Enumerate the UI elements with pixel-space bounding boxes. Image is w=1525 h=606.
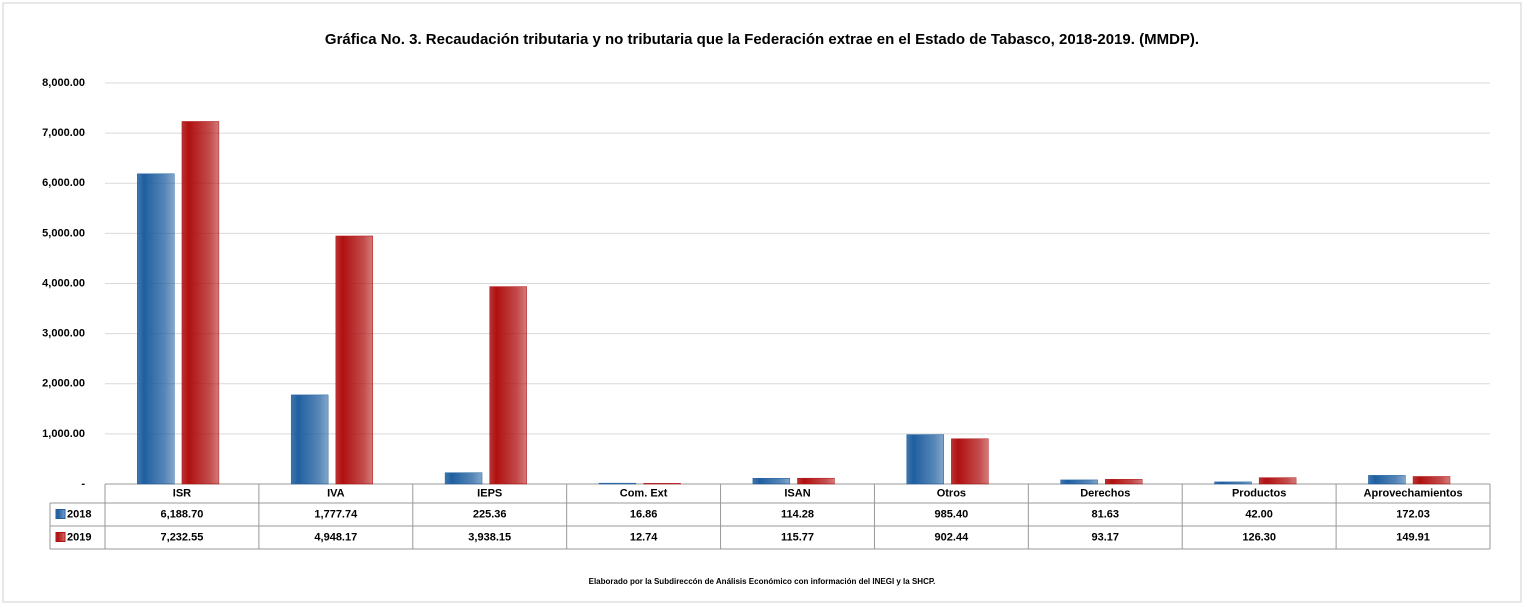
bar — [1368, 475, 1406, 485]
x-tick-label: ISR — [173, 487, 191, 499]
x-tick-label: Com. Ext — [620, 487, 668, 499]
table-value: 4,948.17 — [314, 531, 357, 543]
x-tick-label: Derechos — [1080, 487, 1130, 499]
bar — [797, 477, 835, 485]
x-tick-label: IEPS — [477, 487, 502, 499]
legend-key — [55, 509, 66, 519]
table-value: 7,232.55 — [161, 531, 204, 543]
x-tick-label: Otros — [937, 487, 966, 499]
legend-key — [55, 532, 66, 542]
table-value: 172.03 — [1396, 508, 1430, 520]
bar — [1412, 476, 1451, 485]
legend-label: 2018 — [67, 508, 91, 520]
footnote: Elaborado por la Subdireccón de Análisis… — [589, 577, 936, 586]
table-value: 1,777.74 — [314, 508, 358, 520]
table-value: 126.30 — [1242, 531, 1276, 543]
legend-label: 2019 — [67, 531, 91, 543]
bar — [1105, 479, 1143, 485]
bar — [489, 286, 527, 485]
x-tick-label: Productos — [1232, 487, 1286, 499]
table-value: 42.00 — [1245, 508, 1273, 520]
y-tick-label: 5,000.00 — [42, 227, 85, 239]
y-tick-label: 1,000.00 — [42, 428, 85, 440]
table-value: 81.63 — [1092, 508, 1120, 520]
table-value: 6,188.70 — [161, 508, 204, 520]
y-tick-label: 6,000.00 — [42, 177, 85, 189]
table-value: 115.77 — [781, 531, 814, 543]
bar — [752, 478, 791, 485]
table-value: 93.17 — [1092, 531, 1120, 543]
x-tick-label: IVA — [327, 487, 345, 499]
y-tick-label: 2,000.00 — [42, 378, 85, 390]
bar — [1258, 477, 1297, 485]
table-value: 12.74 — [630, 531, 658, 543]
bar — [1060, 479, 1098, 485]
bar — [598, 482, 637, 485]
x-tick-label: Aprovechamientos — [1364, 487, 1463, 499]
table-value: 3,938.15 — [468, 531, 511, 543]
bar — [643, 483, 681, 485]
bar — [1214, 481, 1252, 485]
table-value: 149.91 — [1396, 531, 1430, 543]
table-value: 902.44 — [935, 531, 970, 543]
chart-title: Gráfica No. 3. Recaudación tributaria y … — [325, 31, 1199, 48]
y-tick-label: 3,000.00 — [42, 328, 85, 340]
y-tick-label: 4,000.00 — [42, 277, 85, 289]
y-tick-label: 7,000.00 — [42, 127, 85, 139]
table-value: 225.36 — [473, 508, 507, 520]
bar — [444, 472, 483, 485]
table-value: 985.40 — [935, 508, 969, 520]
bar — [951, 438, 989, 485]
bar — [137, 173, 175, 485]
table-value: 16.86 — [630, 508, 658, 520]
bar — [181, 121, 220, 485]
table-value: 114.28 — [781, 508, 814, 520]
bar — [906, 434, 944, 485]
x-tick-label: ISAN — [784, 487, 810, 499]
bar — [335, 235, 374, 485]
y-tick-label: 8,000.00 — [42, 77, 85, 89]
bar — [290, 394, 329, 485]
y-tick-label: - — [81, 478, 85, 490]
